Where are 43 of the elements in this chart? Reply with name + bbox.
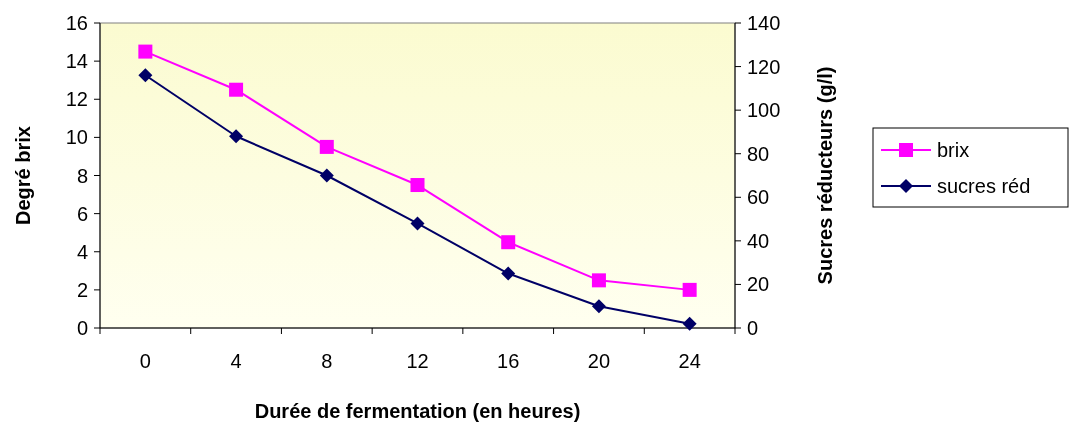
y2-tick-label: 80 — [747, 142, 770, 165]
x-tick-label: 16 — [497, 350, 520, 372]
y2-tick-label: 120 — [747, 55, 781, 78]
y-tick-label: 4 — [76, 240, 88, 263]
x-tick-label: 4 — [230, 350, 242, 372]
y-tick-label: 14 — [65, 50, 88, 73]
y-tick-label: 6 — [76, 202, 88, 225]
legend-label: brix — [937, 139, 970, 161]
point — [591, 299, 606, 314]
point — [682, 282, 697, 297]
x-axis-title: Durée de fermentation (en heures) — [254, 400, 581, 422]
point — [501, 235, 516, 250]
y-tick-label: 16 — [65, 12, 88, 34]
x-tick-label: 12 — [406, 350, 429, 372]
x-tick-label: 8 — [321, 350, 333, 372]
y-axis-title: Degré brix — [12, 126, 34, 225]
y-tick-label: 10 — [65, 126, 88, 149]
point — [682, 316, 697, 331]
y2-tick-label: 140 — [747, 12, 781, 34]
point — [138, 44, 153, 59]
point — [319, 139, 334, 154]
y-tick-label: 2 — [76, 278, 88, 301]
point — [501, 266, 516, 281]
x-tick-label: 20 — [587, 350, 611, 372]
y2-tick-label: 100 — [747, 99, 781, 122]
y2-axis-title: Sucres réducteurs (g/l) — [814, 66, 836, 285]
x-tick-label: 0 — [139, 350, 151, 372]
legend-label: sucres réd — [937, 175, 1031, 197]
point — [410, 216, 425, 231]
y2-tick-label: 60 — [747, 186, 770, 209]
x-tick-label: 24 — [678, 350, 701, 372]
point — [410, 178, 425, 193]
y2-tick-label: 20 — [747, 273, 770, 296]
y2-tick-label: 0 — [747, 317, 759, 339]
y-tick-label: 8 — [76, 164, 88, 187]
point — [138, 68, 153, 83]
y2-tick-label: 40 — [747, 229, 770, 252]
y-tick-label: 12 — [65, 88, 88, 111]
point — [229, 129, 244, 144]
point — [319, 168, 334, 183]
point — [229, 82, 244, 97]
point — [591, 273, 606, 288]
y-tick-label: 0 — [76, 317, 88, 339]
